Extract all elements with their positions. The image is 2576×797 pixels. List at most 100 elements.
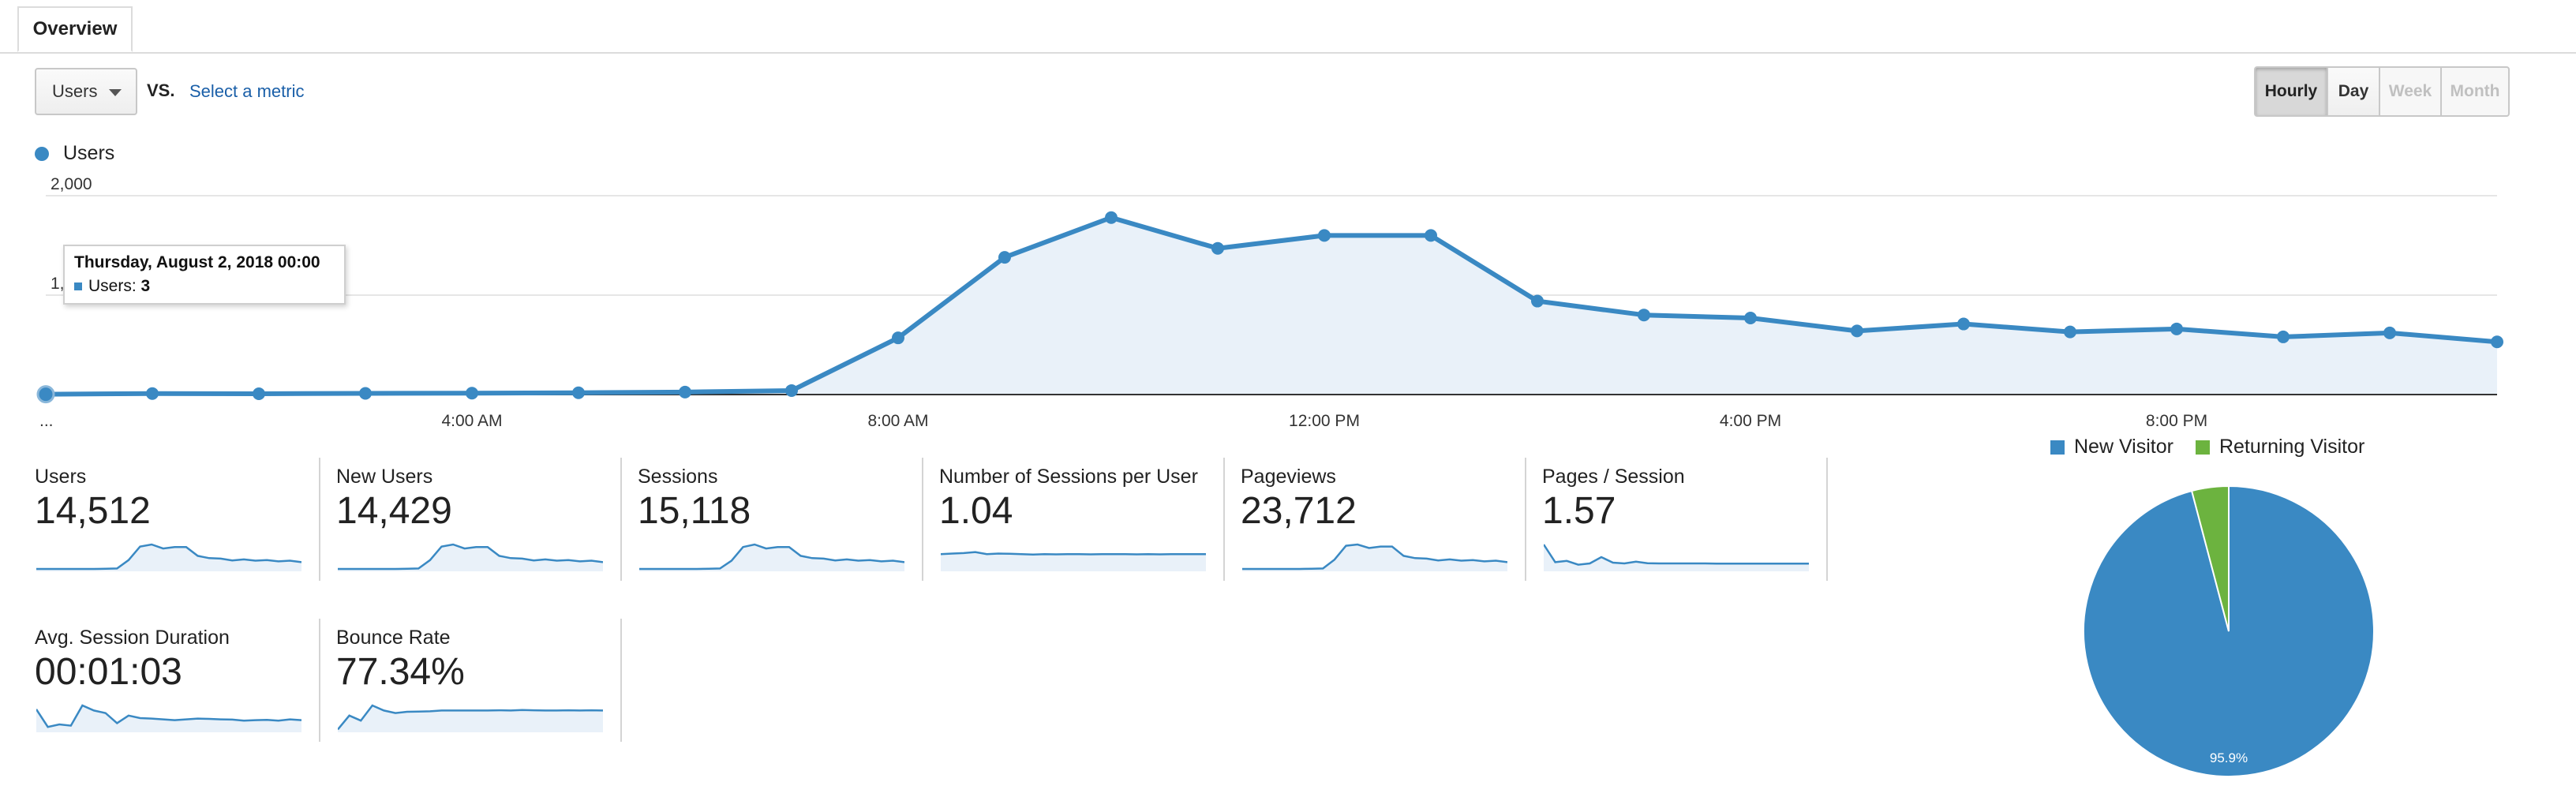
data-point[interactable] — [1425, 229, 1437, 242]
kpi-name: New Users — [336, 466, 433, 488]
kpi-sparkline — [36, 543, 301, 571]
kpi-value: 77.34% — [336, 651, 465, 693]
data-point[interactable] — [359, 387, 372, 400]
kpi-value: 1.57 — [1542, 490, 1616, 532]
x-tick-label: 4:00 PM — [1720, 412, 1781, 430]
data-point[interactable] — [1105, 211, 1118, 224]
kpi-sparkline — [338, 543, 603, 571]
kpi-divider — [319, 619, 320, 742]
kpi-divider — [319, 458, 320, 581]
sparkline-area — [36, 705, 301, 732]
pie-slice-returning-visitor[interactable] — [2190, 485, 2230, 632]
kpi-tile[interactable]: New Users 14,429 — [336, 458, 622, 584]
sparkline-line — [338, 543, 603, 571]
tooltip-title: Thursday, August 2, 2018 00:00 — [74, 253, 320, 271]
sparkline-line — [1544, 544, 1809, 566]
kpi-tile[interactable]: Pages / Session 1.57 — [1542, 458, 1828, 584]
metric-dropdown-label: Users — [52, 81, 98, 101]
kpi-tile[interactable]: Avg. Session Duration 00:01:03 — [35, 619, 320, 745]
week-button[interactable]: Week — [2379, 66, 2442, 117]
metric-dropdown[interactable]: Users — [35, 68, 137, 115]
sparkline-line — [1242, 543, 1507, 571]
x-tick-label: 8:00 AM — [867, 412, 928, 430]
x-tick-label: ... — [39, 412, 54, 430]
x-tick-label: 12:00 PM — [1289, 412, 1360, 430]
x-tick-label: 4:00 AM — [441, 412, 502, 430]
chevron-down-icon — [109, 89, 122, 96]
sparkline-area — [338, 544, 603, 571]
kpi-sparkline — [36, 704, 301, 732]
data-point[interactable] — [1211, 241, 1224, 255]
data-point[interactable] — [572, 386, 585, 399]
returning-visitor-swatch — [2195, 440, 2210, 455]
kpi-tile[interactable]: Number of Sessions per User 1.04 — [939, 458, 1225, 584]
tooltip-swatch — [74, 283, 82, 290]
data-point[interactable] — [998, 251, 1011, 264]
sparkline-line — [36, 543, 301, 571]
y-tick-label: 2,000 — [51, 175, 92, 193]
data-point[interactable] — [1851, 324, 1863, 338]
chart-tooltip: Thursday, August 2, 2018 00:00 Users: 3 — [63, 245, 346, 305]
kpi-name: Pageviews — [1241, 466, 1336, 488]
data-point[interactable] — [2491, 335, 2503, 349]
data-point[interactable] — [1318, 229, 1331, 242]
kpi-divider — [1525, 458, 1526, 581]
pie-slice-label: 95.9% — [2210, 750, 2248, 765]
data-point[interactable] — [2170, 322, 2183, 335]
data-point[interactable] — [146, 387, 159, 400]
x-tick-label: 8:00 PM — [2146, 412, 2207, 430]
kpi-name: Sessions — [638, 466, 718, 488]
data-point[interactable] — [1744, 311, 1757, 324]
tooltip-value: 3 — [140, 277, 151, 295]
sparkline-area — [1544, 544, 1809, 571]
kpi-value: 14,429 — [336, 490, 452, 532]
sparkline-area — [941, 552, 1206, 571]
kpi-name: Avg. Session Duration — [35, 627, 230, 649]
tab-strip: Overview — [0, 0, 2576, 54]
tab-overview[interactable]: Overview — [17, 6, 133, 52]
data-point[interactable] — [36, 385, 55, 404]
users-legend-dot — [35, 146, 49, 161]
sparkline-area — [36, 544, 301, 571]
sparkline-line — [338, 704, 603, 731]
kpi-name: Pages / Session — [1542, 466, 1685, 488]
kpi-value: 23,712 — [1241, 490, 1357, 532]
legend-new-visitor-label: New Visitor — [2074, 436, 2174, 458]
month-button[interactable]: Month — [2440, 66, 2510, 117]
chart-legend: Users — [35, 142, 114, 165]
data-point[interactable] — [2277, 330, 2290, 343]
data-point[interactable] — [1957, 317, 1970, 331]
legend-returning-visitor[interactable]: Returning Visitor — [2195, 436, 2365, 458]
day-button[interactable]: Day — [2327, 66, 2380, 117]
data-point[interactable] — [253, 387, 265, 400]
kpi-tile[interactable]: Bounce Rate 77.34% — [336, 619, 622, 745]
visitor-pie-chart: 95.9% — [2083, 485, 2375, 777]
kpi-sparkline — [338, 704, 603, 732]
kpi-name: Bounce Rate — [336, 627, 451, 649]
kpi-tile[interactable]: Sessions 15,118 — [638, 458, 923, 584]
kpi-divider — [1826, 458, 1828, 581]
sparkline-line — [941, 551, 1206, 556]
kpi-tile[interactable]: Users 14,512 — [35, 458, 320, 584]
tooltip-row: Users: 3 — [74, 277, 335, 296]
users-line — [45, 215, 2498, 397]
data-point[interactable] — [466, 387, 478, 400]
kpi-value: 1.04 — [939, 490, 1013, 532]
sparkline-line — [36, 704, 301, 728]
data-point[interactable] — [2064, 325, 2076, 339]
hourly-button[interactable]: Hourly — [2254, 66, 2328, 117]
data-point[interactable] — [1531, 294, 1544, 308]
data-point[interactable] — [679, 385, 691, 398]
legend-returning-visitor-label: Returning Visitor — [2218, 436, 2365, 458]
select-metric-link[interactable]: Select a metric — [189, 81, 305, 101]
kpi-sparkline — [639, 543, 904, 571]
data-point[interactable] — [1638, 309, 1650, 322]
data-point[interactable] — [785, 384, 798, 397]
kpi-tile[interactable]: Pageviews 23,712 — [1241, 458, 1526, 584]
data-point[interactable] — [892, 331, 904, 345]
data-point[interactable] — [2383, 326, 2396, 339]
legend-new-visitor[interactable]: New Visitor — [2050, 436, 2174, 458]
sparkline-line — [639, 543, 904, 571]
pie-legend: New Visitor Returning Visitor — [2050, 436, 2387, 458]
